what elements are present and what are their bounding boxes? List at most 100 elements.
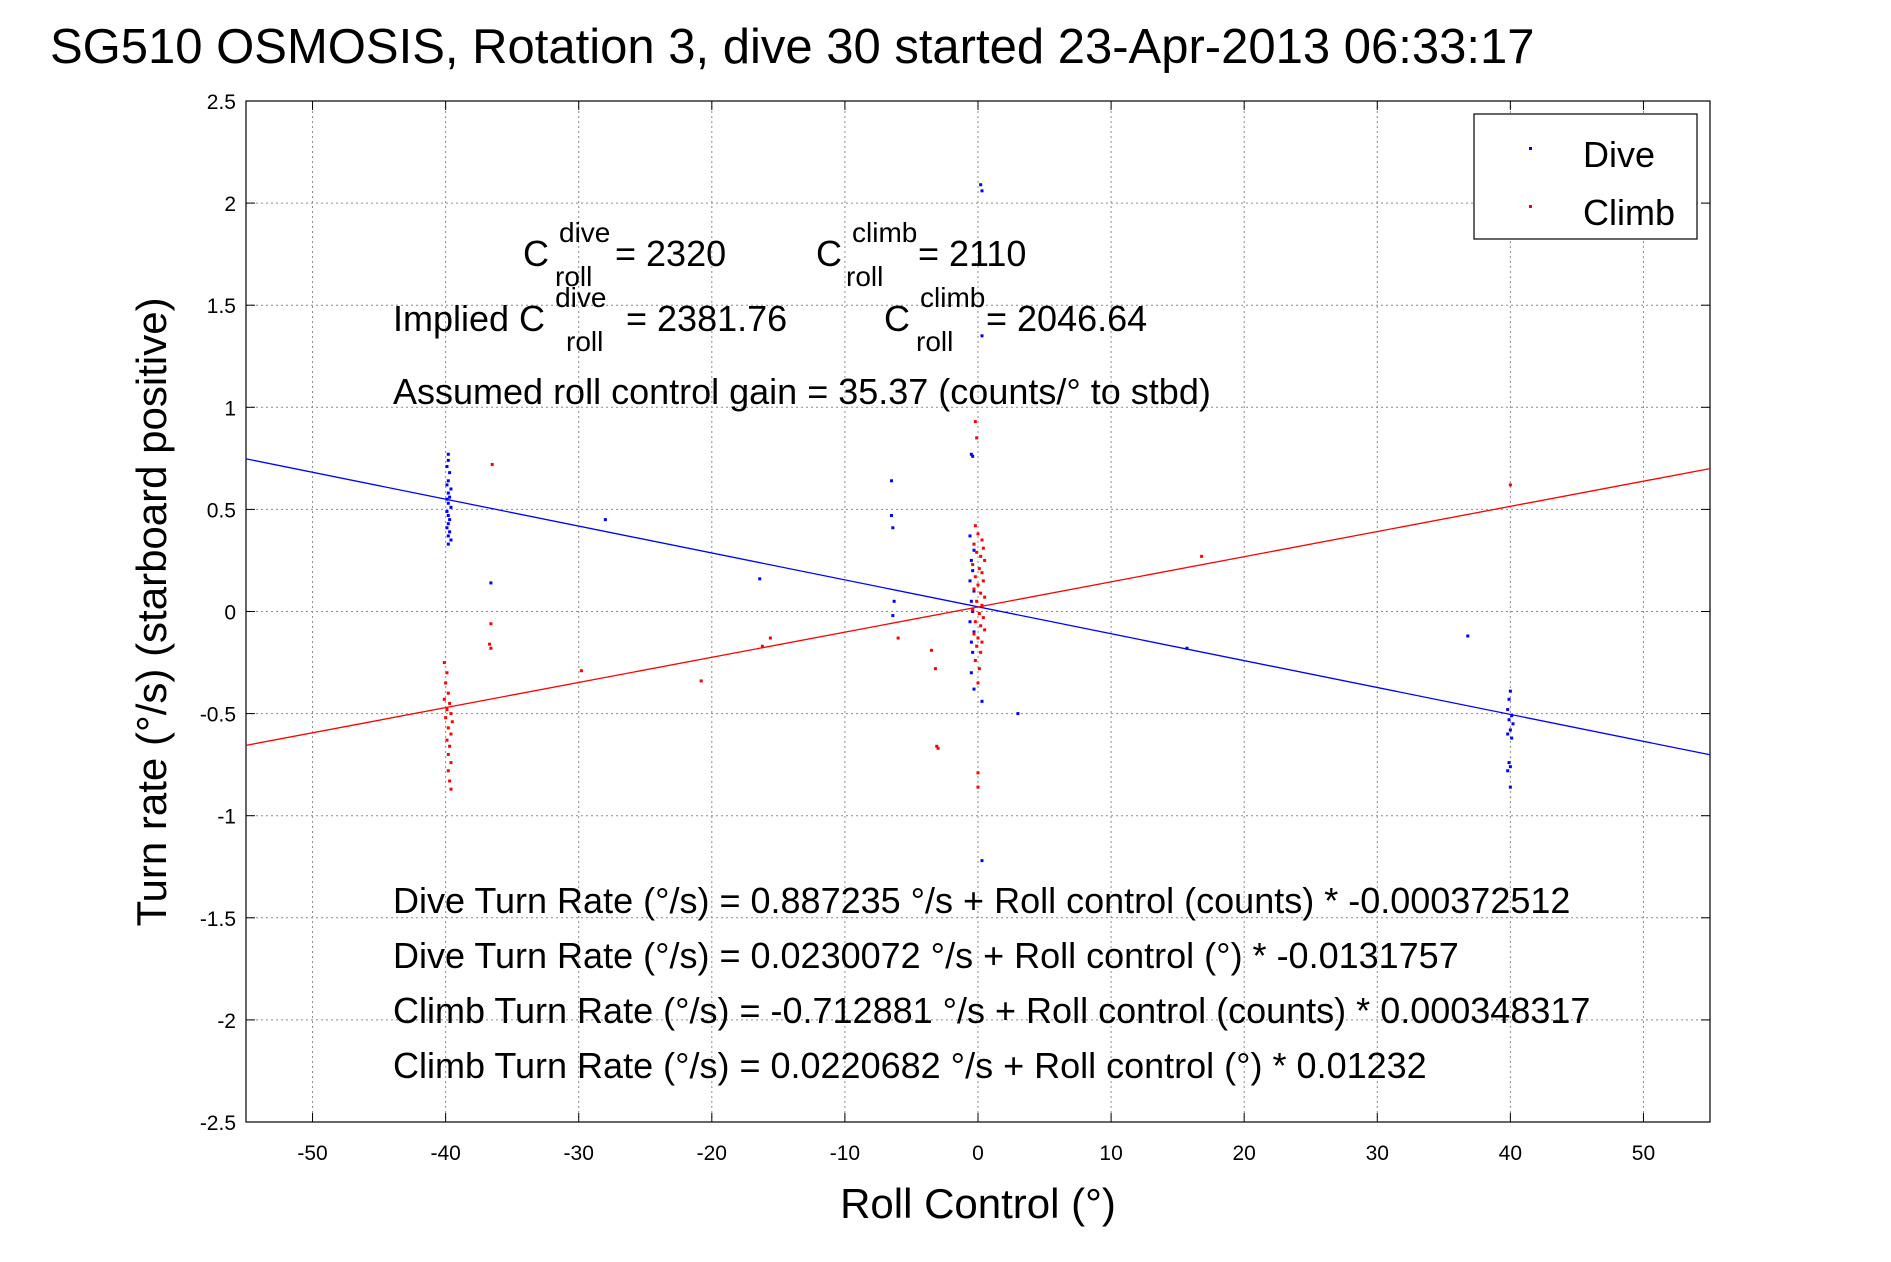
point-dive xyxy=(892,599,896,603)
point-dive xyxy=(1511,722,1515,726)
point-dive xyxy=(1506,732,1510,736)
point-dive xyxy=(445,483,449,487)
point-climb xyxy=(488,642,492,646)
point-dive xyxy=(1506,769,1510,773)
point-dive xyxy=(968,579,972,583)
point-climb xyxy=(980,571,984,575)
implied-climb-letter: C xyxy=(884,298,910,339)
point-climb xyxy=(445,738,449,742)
legend-dive-marker xyxy=(1529,147,1532,150)
y-tick-label: 0.5 xyxy=(207,499,236,522)
point-climb xyxy=(973,420,977,424)
point-dive xyxy=(448,530,452,534)
implied-dive-sub: roll xyxy=(566,326,603,357)
point-climb xyxy=(979,554,983,558)
point-climb xyxy=(971,563,975,567)
annotation-c-dive: C dive roll = 2320 xyxy=(523,209,726,294)
x-tick-label: -30 xyxy=(564,1142,594,1165)
point-climb xyxy=(980,538,984,542)
point-climb xyxy=(979,650,983,654)
implied-climb-sup: climb xyxy=(920,282,985,313)
x-tick-label: -10 xyxy=(830,1142,860,1165)
annotation-implied-dive: Implied C dive roll = 2381.76 xyxy=(393,274,787,359)
point-climb xyxy=(980,640,984,644)
point-dive xyxy=(449,505,453,509)
x-tick-label: 20 xyxy=(1233,1142,1256,1165)
point-climb xyxy=(448,779,452,783)
point-dive xyxy=(1510,714,1514,718)
point-dive xyxy=(971,650,975,654)
point-climb xyxy=(973,659,977,663)
c-climb-sub: roll xyxy=(846,261,883,292)
annotation-implied-climb: C climb roll = 2046.64 xyxy=(884,274,1147,359)
point-climb xyxy=(973,620,977,624)
annotation-c-climb: C climb roll = 2110 xyxy=(816,209,1026,294)
point-climb xyxy=(976,681,980,685)
point-dive xyxy=(445,497,449,501)
point-climb xyxy=(768,636,772,640)
point-dive xyxy=(1507,718,1511,722)
point-dive xyxy=(1508,765,1512,769)
point-climb xyxy=(699,679,703,683)
implied-dive-value: = 2381.76 xyxy=(626,298,787,339)
point-climb xyxy=(975,436,979,440)
point-dive xyxy=(446,501,450,505)
point-climb xyxy=(933,667,937,671)
point-dive xyxy=(445,465,449,469)
point-dive xyxy=(971,610,975,613)
point-dive xyxy=(1508,728,1512,732)
fit-lines xyxy=(245,458,1711,756)
y-tick-label: -0.5 xyxy=(200,704,236,727)
point-dive xyxy=(448,471,452,475)
x-tick-label: -20 xyxy=(697,1142,727,1165)
point-dive xyxy=(969,671,973,675)
point-dive xyxy=(1508,689,1512,693)
c-dive-sup: dive xyxy=(559,217,610,248)
point-dive xyxy=(1510,736,1514,740)
point-dive xyxy=(603,518,607,522)
implied-dive-sup: dive xyxy=(555,282,606,313)
point-dive xyxy=(446,452,450,456)
point-climb xyxy=(760,644,764,648)
y-tick-labels: -2.5 -2 -1.5 -1 -0.5 0 0.5 1 1.5 2 2.5 xyxy=(200,91,236,1135)
y-tick-label: -2 xyxy=(217,1010,236,1033)
point-climb xyxy=(981,579,985,583)
point-climb xyxy=(442,697,446,701)
point-climb xyxy=(444,681,448,685)
point-climb xyxy=(446,769,450,773)
point-dive xyxy=(1506,708,1510,712)
point-dive xyxy=(1466,634,1470,638)
c-dive-letter: C xyxy=(523,233,549,274)
annotation-gain: Assumed roll control gain = 35.37 (count… xyxy=(393,371,1211,412)
point-climb xyxy=(976,583,980,587)
point-dive xyxy=(891,526,895,530)
point-dive xyxy=(968,620,972,624)
x-tick-label: 30 xyxy=(1366,1142,1389,1165)
implied-prefix: Implied C xyxy=(393,298,545,339)
point-climb xyxy=(983,558,987,562)
point-climb xyxy=(448,701,452,705)
point-dive xyxy=(972,548,976,552)
x-axis-label: Roll Control (°) xyxy=(840,1180,1116,1227)
point-dive xyxy=(1016,712,1020,716)
fit-line-climb xyxy=(245,467,1711,746)
point-climb xyxy=(979,591,983,595)
point-climb xyxy=(489,646,493,650)
x-tick-label: -40 xyxy=(430,1142,460,1165)
annotation-eq-dive-degrees: Dive Turn Rate (°/s) = 0.0230072 °/s + R… xyxy=(393,935,1459,976)
point-dive xyxy=(449,538,453,542)
data-points xyxy=(442,183,1515,863)
point-dive xyxy=(448,518,452,522)
point-climb xyxy=(976,532,980,536)
y-tick-label: 2.5 xyxy=(207,91,236,114)
grid xyxy=(246,101,1710,1122)
point-dive xyxy=(968,534,972,538)
y-tick-label: -1.5 xyxy=(200,908,236,931)
point-climb xyxy=(446,752,450,756)
point-dive xyxy=(449,487,453,491)
point-dive xyxy=(446,479,450,483)
point-dive xyxy=(979,183,983,187)
point-dive xyxy=(969,452,973,456)
chart-title: SG510 OSMOSIS, Rotation 3, dive 30 start… xyxy=(50,20,1534,74)
